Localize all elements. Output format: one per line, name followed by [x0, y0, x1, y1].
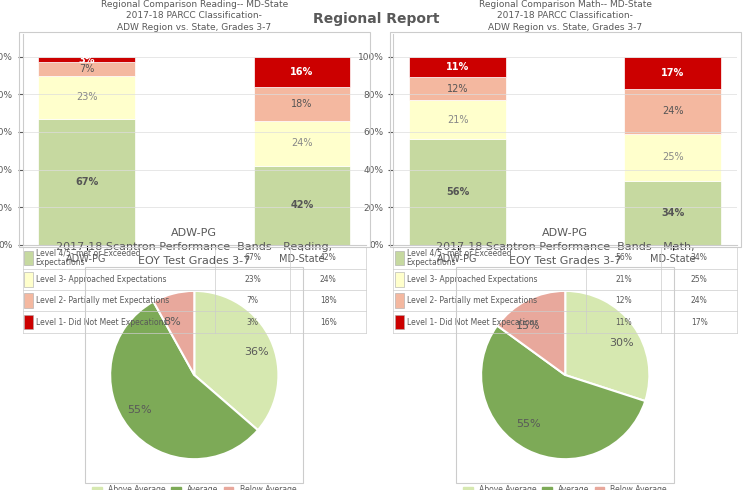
Wedge shape: [110, 301, 258, 459]
Text: Level 3- Approached Expectations: Level 3- Approached Expectations: [35, 275, 166, 284]
Text: 11%: 11%: [446, 62, 469, 72]
Text: 25%: 25%: [691, 275, 708, 284]
Text: 3%: 3%: [78, 55, 95, 65]
Text: 23%: 23%: [244, 275, 261, 284]
Text: 7%: 7%: [247, 296, 259, 305]
Bar: [24, 250, 33, 265]
Title: Regional Comparison Math-- MD-State
2017-18 PARCC Classification-
ADW Region vs.: Regional Comparison Math-- MD-State 2017…: [479, 0, 652, 32]
Bar: [253, 121, 350, 166]
Text: 3%: 3%: [247, 318, 259, 327]
Text: Level 3- Approached Expectations: Level 3- Approached Expectations: [407, 275, 537, 284]
Text: Level 1- Did Not Meet Expecations: Level 1- Did Not Meet Expecations: [35, 318, 167, 327]
Text: 17%: 17%: [691, 318, 708, 327]
Title: ADW-PG
2017-18 Scantron Performance  Bands-- Math,
EOY Test Grades 3-7: ADW-PG 2017-18 Scantron Performance Band…: [436, 228, 695, 266]
Wedge shape: [194, 291, 278, 430]
Text: 36%: 36%: [244, 347, 268, 357]
Bar: [396, 272, 404, 287]
Legend: Above Average, Average, Below Average: Above Average, Average, Below Average: [89, 482, 299, 490]
Text: Level 2- Partially met Expectations: Level 2- Partially met Expectations: [35, 296, 169, 305]
Bar: [624, 57, 721, 89]
Bar: [409, 140, 506, 245]
Text: 55%: 55%: [516, 419, 541, 429]
Text: 21%: 21%: [447, 115, 468, 125]
Wedge shape: [566, 291, 650, 401]
Text: 55%: 55%: [127, 405, 152, 415]
Text: Regional Report: Regional Report: [313, 12, 439, 26]
Text: 56%: 56%: [446, 187, 469, 197]
Text: 16%: 16%: [290, 67, 314, 77]
Bar: [38, 75, 135, 119]
Text: 25%: 25%: [662, 152, 684, 162]
Text: 15%: 15%: [516, 321, 541, 331]
Text: 24%: 24%: [320, 275, 337, 284]
Text: 18%: 18%: [291, 99, 313, 109]
Text: Level 4/5- met or Exceeded
Expectations: Level 4/5- met or Exceeded Expectations: [407, 248, 511, 268]
Text: 8%: 8%: [162, 317, 180, 327]
Bar: [24, 272, 33, 287]
Text: 12%: 12%: [615, 296, 632, 305]
Bar: [409, 57, 506, 77]
Text: Level 2- Partially met Expecations: Level 2- Partially met Expecations: [407, 296, 537, 305]
Text: 18%: 18%: [320, 296, 337, 305]
Bar: [624, 89, 721, 134]
Bar: [396, 250, 404, 265]
Text: 42%: 42%: [290, 200, 314, 210]
Text: Level 4/5- met or Exceeded
Expectations: Level 4/5- met or Exceeded Expectations: [35, 248, 140, 268]
Text: 24%: 24%: [663, 106, 684, 116]
Text: 67%: 67%: [244, 253, 261, 262]
Wedge shape: [153, 291, 194, 375]
Bar: [409, 77, 506, 100]
Text: 7%: 7%: [79, 64, 94, 74]
Wedge shape: [497, 291, 566, 375]
Bar: [409, 100, 506, 140]
Text: 34%: 34%: [691, 253, 708, 262]
Bar: [24, 294, 33, 308]
Text: 67%: 67%: [75, 177, 99, 187]
Text: 24%: 24%: [691, 296, 708, 305]
Text: 23%: 23%: [76, 92, 97, 102]
Text: 17%: 17%: [661, 68, 684, 78]
Legend: Above Average, Average, Below Average: Above Average, Average, Below Average: [460, 482, 670, 490]
Text: 16%: 16%: [320, 318, 337, 327]
Bar: [396, 294, 404, 308]
Bar: [38, 57, 135, 62]
Text: 42%: 42%: [320, 253, 337, 262]
Wedge shape: [481, 325, 645, 459]
Text: 34%: 34%: [661, 208, 684, 218]
Text: Level 1- Did Not Meet Expecations: Level 1- Did Not Meet Expecations: [407, 318, 538, 327]
Bar: [624, 134, 721, 181]
Title: ADW-PG
2017-18 Scantron Performance  Bands-- Reading,
EOY Test Grades 3-7: ADW-PG 2017-18 Scantron Performance Band…: [56, 228, 332, 266]
Bar: [253, 57, 350, 87]
Text: 11%: 11%: [615, 318, 632, 327]
Bar: [253, 87, 350, 121]
Bar: [38, 62, 135, 75]
Text: 56%: 56%: [615, 253, 632, 262]
Bar: [38, 119, 135, 245]
Text: 21%: 21%: [615, 275, 632, 284]
Text: 12%: 12%: [447, 84, 468, 94]
Bar: [253, 166, 350, 245]
Bar: [396, 315, 404, 329]
Text: 30%: 30%: [609, 338, 634, 348]
Bar: [24, 315, 33, 329]
Title: Regional Comparison Reading-- MD-State
2017-18 PARCC Classification-
ADW Region : Regional Comparison Reading-- MD-State 2…: [101, 0, 288, 32]
Bar: [624, 181, 721, 245]
Text: 24%: 24%: [291, 138, 313, 148]
